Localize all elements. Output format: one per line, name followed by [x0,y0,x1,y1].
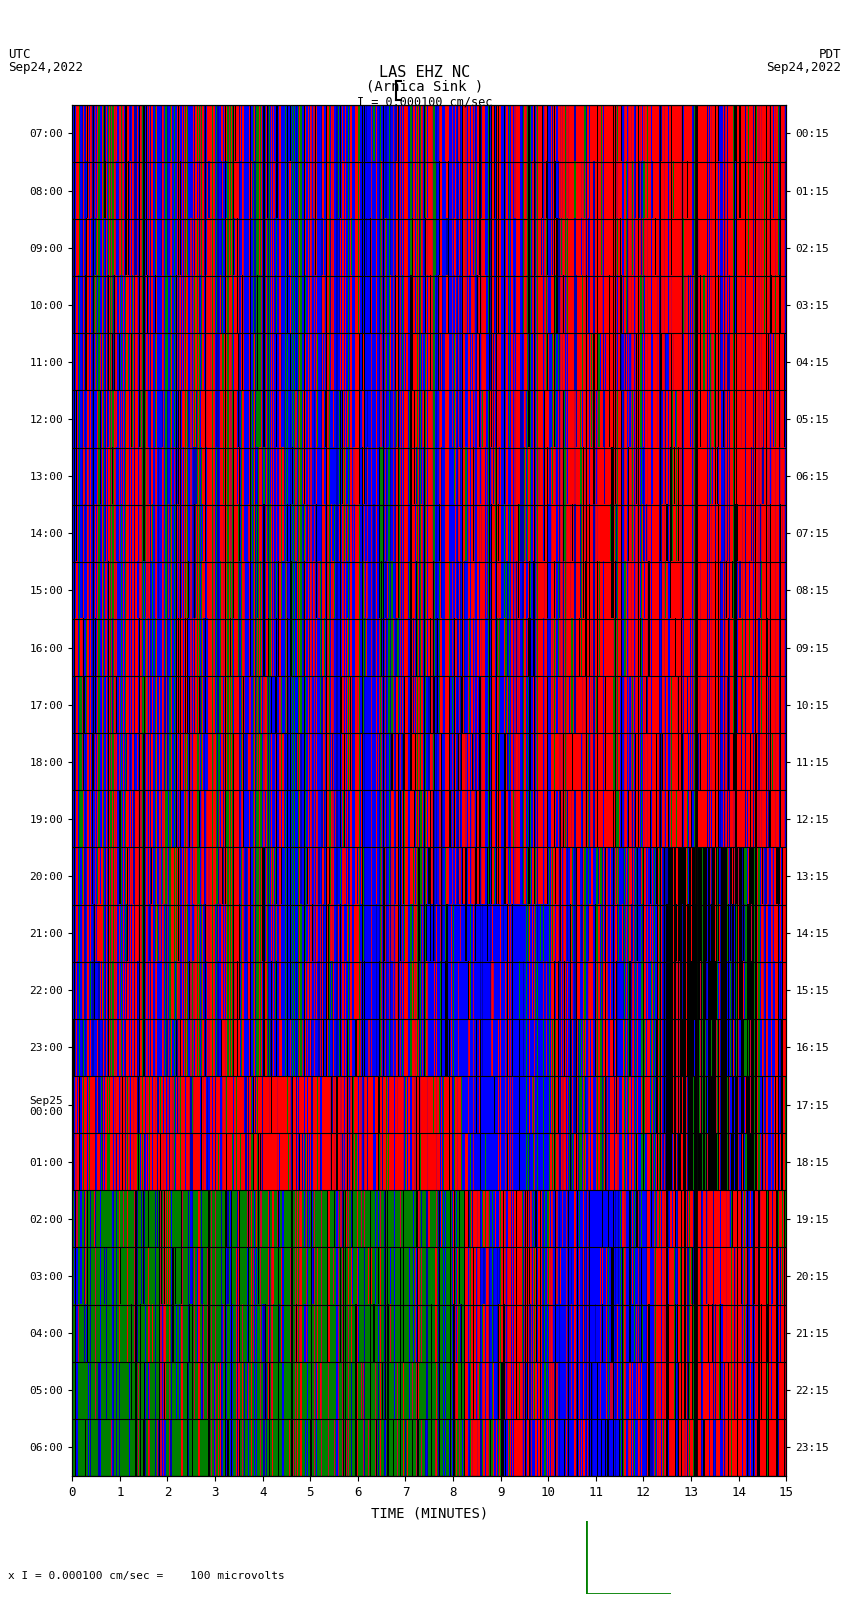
Text: (Arnica Sink ): (Arnica Sink ) [366,79,484,94]
Text: Sep24,2022: Sep24,2022 [767,61,842,74]
X-axis label: TIME (MINUTES): TIME (MINUTES) [371,1507,488,1521]
Text: x I = 0.000100 cm/sec =    100 microvolts: x I = 0.000100 cm/sec = 100 microvolts [8,1571,286,1581]
Text: Sep24,2022: Sep24,2022 [8,61,83,74]
Text: UTC: UTC [8,48,31,61]
Text: PDT: PDT [819,48,842,61]
Text: LAS EHZ NC: LAS EHZ NC [379,65,471,79]
Text: I = 0.000100 cm/sec: I = 0.000100 cm/sec [357,95,493,108]
